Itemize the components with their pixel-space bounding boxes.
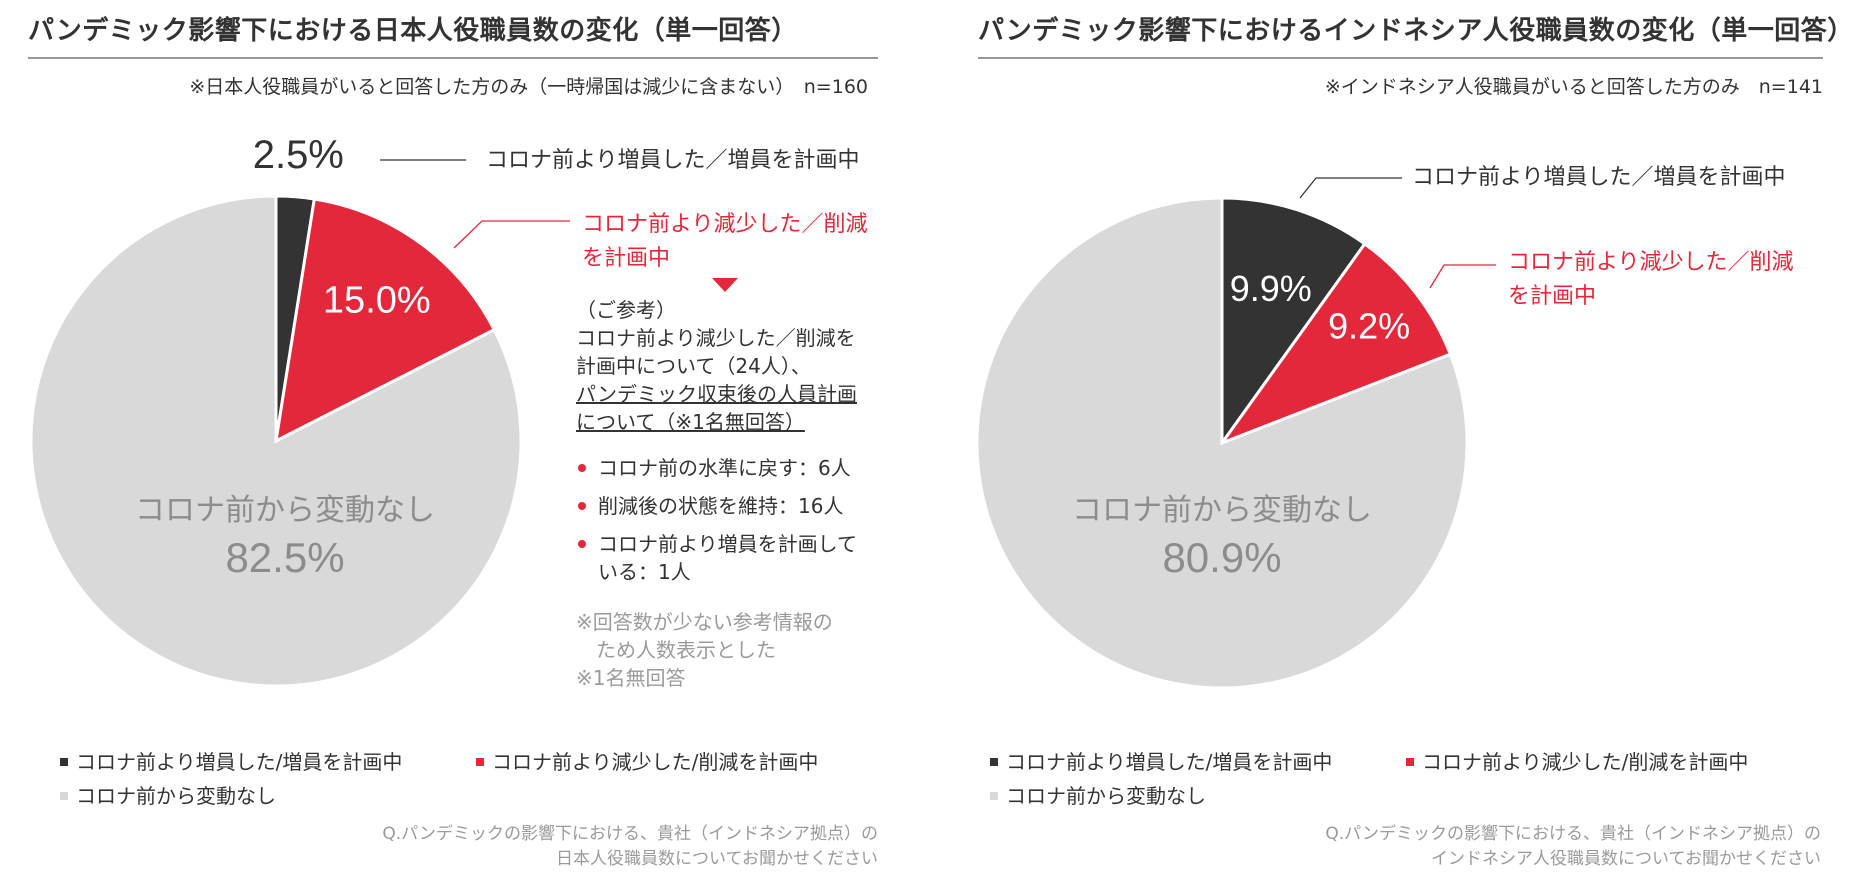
slice-value-label: 2.5% (253, 133, 344, 177)
down-arrow-icon (712, 278, 738, 292)
legend-swatch (990, 757, 998, 766)
callout-decrease-line1: コロナ前より減少した／削減 (1508, 250, 1794, 275)
callout-decrease-line2: を計画中 (1508, 284, 1597, 309)
reference-heading: （ご参考） (576, 298, 676, 322)
list-item: 削減後の状態を維持：16人 (576, 492, 896, 520)
reference-box: （ご参考） コロナ前より減少した／削減を 計画中について（24人）、 パンデミッ… (576, 296, 896, 692)
reference-line: コロナ前より減少した／削減を (576, 326, 856, 350)
chart-title: パンデミック影響下におけるインドネシア人役職員数の変化（単一回答） (978, 16, 1853, 46)
pie-chart-japanese: 2.5% 15.0% コロナ前から変動なし 82.5% (29, 133, 570, 688)
slice-value-label: 9.9% (1230, 268, 1312, 309)
legend-swatch (990, 791, 998, 800)
legend-swatch (476, 757, 484, 766)
bullet-icon (578, 502, 586, 510)
callout-increase: コロナ前より増員した／増員を計画中 (1412, 165, 1786, 190)
title-divider (978, 57, 1823, 59)
leader-line (1429, 264, 1496, 289)
reference-footnote: ※回答数が少ない参考情報の ため人数表示とした ※1名無回答 (576, 610, 833, 690)
bullet-icon (578, 464, 586, 472)
legend-item: コロナ前から変動なし (990, 779, 1206, 813)
respondent-note: ※日本人役職員がいると回答した方のみ（一時帰国は減少に含まない） n=160 (189, 76, 868, 98)
callout-decrease-line1: コロナ前より減少した／削減 (582, 212, 868, 237)
slice-value-label: 80.9% (1162, 534, 1281, 581)
legend-item: コロナ前から変動なし (60, 779, 276, 813)
legend-item: コロナ前より減少した/削減を計画中 (476, 745, 818, 779)
legend-item: コロナ前より減少した/削減を計画中 (1406, 745, 1748, 779)
reference-line: パンデミック収束後の人員計画 (576, 382, 857, 406)
pie-slice (274, 197, 497, 444)
list-item: コロナ前の水準に戻す：6人 (576, 454, 896, 482)
legend-swatch (60, 791, 68, 800)
legend-item: コロナ前より増員した/増員を計画中 (60, 745, 402, 779)
leader-line (1299, 177, 1402, 199)
legend-item: コロナ前より増員した/増員を計画中 (990, 745, 1332, 779)
slice-category-label: コロナ前から変動なし (135, 493, 435, 528)
pie-slice (975, 196, 1469, 690)
list-item: コロナ前より増員を計画して いる：1人 (576, 530, 896, 586)
bullet-icon (578, 540, 586, 548)
question-text: Q.パンデミックの影響下における、貴社（インドネシア拠点）の 日本人役職員数につ… (382, 824, 878, 869)
respondent-note: ※インドネシア人役職員がいると回答した方のみ n=141 (1324, 76, 1823, 98)
indonesian-staff-panel: パンデミック影響下におけるインドネシア人役職員数の変化（単一回答） ※インドネシ… (950, 0, 1853, 883)
question-text: Q.パンデミックの影響下における、貴社（インドネシア拠点）の インドネシア人役職… (1325, 824, 1821, 869)
reference-line: 計画中について（24人）、 (576, 354, 811, 378)
slice-value-label: 82.5% (225, 534, 344, 581)
pie-chart-indonesian: 9.9% 9.2% コロナ前から変動なし 80.9% (975, 177, 1496, 690)
pie-slice (1220, 196, 1367, 448)
chart-title: パンデミック影響下における日本人役職員数の変化（単一回答） (28, 16, 798, 46)
title-divider (28, 57, 878, 59)
reference-line: について（※1名無回答） (576, 410, 805, 434)
pie-slice (29, 194, 523, 688)
callout-increase: コロナ前より増員した／増員を計画中 (486, 148, 860, 173)
callout-decrease-line2: を計画中 (582, 246, 671, 271)
leader-line (453, 220, 570, 249)
pie-slice (1217, 241, 1453, 447)
japanese-staff-panel: パンデミック影響下における日本人役職員数の変化（単一回答） ※日本人役職員がいる… (0, 0, 900, 883)
legend-swatch (1406, 757, 1414, 766)
slice-value-label: 9.2% (1328, 305, 1410, 346)
reference-list: コロナ前の水準に戻す：6人 削減後の状態を維持：16人 コロナ前より増員を計画し… (576, 454, 896, 586)
slice-category-label: コロナ前から変動なし (1072, 493, 1372, 528)
legend-swatch (60, 757, 68, 766)
slice-value-label: 15.0% (323, 279, 431, 321)
